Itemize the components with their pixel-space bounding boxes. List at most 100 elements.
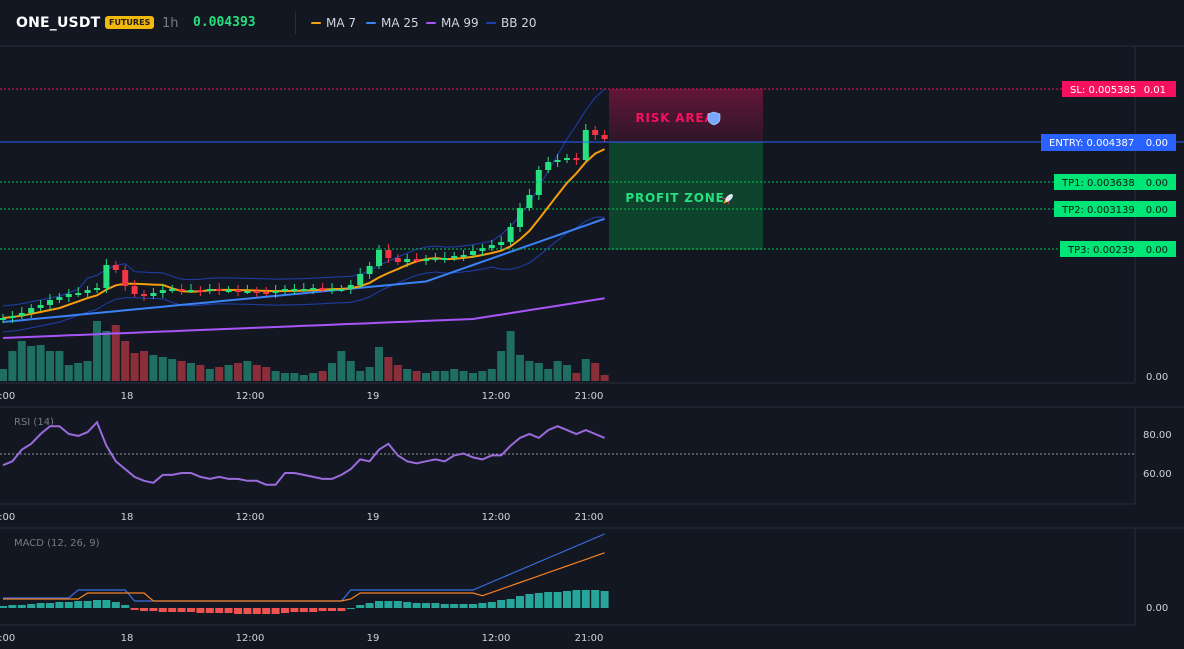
macd-hist-bar <box>177 608 186 612</box>
macd-hist-bar <box>187 608 195 612</box>
candle <box>545 157 552 173</box>
volume-bar <box>102 331 111 381</box>
macd-hist-bar <box>271 608 280 614</box>
candlesticks <box>0 124 608 323</box>
macd-hist-bar <box>299 608 308 612</box>
macd-hist-bar <box>102 600 111 608</box>
macd-hist-bar <box>365 603 374 608</box>
macd-histogram <box>0 590 609 614</box>
tp3-tag-text: TP3: 0.00239 <box>1067 245 1134 256</box>
macd-signal-line <box>3 552 605 602</box>
candle <box>159 284 166 298</box>
candle <box>300 283 307 292</box>
time-tick: 18 <box>121 391 134 402</box>
macd-hist-bar <box>149 608 158 611</box>
candle <box>479 244 486 256</box>
volume-bar <box>252 365 261 381</box>
volume-bar <box>544 369 553 381</box>
volume-bar <box>328 363 336 381</box>
candle <box>488 240 495 251</box>
candle <box>206 284 213 294</box>
volume-bar <box>581 359 590 381</box>
macd-hist-bar <box>544 592 553 608</box>
time-tick: 12:00 <box>482 512 511 523</box>
volume-bar <box>337 351 346 381</box>
macd-hist-bar <box>497 600 506 608</box>
time-tick: 19 <box>367 633 380 644</box>
legend-ma7[interactable]: MA 7 <box>311 16 356 30</box>
candle <box>507 223 514 245</box>
time-axis-macd[interactable]: 2:00 18 12:00 19 12:00 21:00 <box>0 633 603 644</box>
rsi-tick-80: 80.00 <box>1143 430 1172 441</box>
volume-bar <box>215 367 224 381</box>
candle <box>564 154 570 163</box>
volume-bar <box>393 365 402 381</box>
volume-bar <box>450 369 459 381</box>
macd-hist-bar <box>243 608 252 614</box>
time-axis-rsi[interactable]: 2:00 18 12:00 19 12:00 21:00 <box>0 512 603 523</box>
time-tick: 12:00 <box>482 391 511 402</box>
volume-bar <box>440 371 449 381</box>
macd-hist-bar <box>563 591 571 608</box>
macd-hist-bar <box>600 591 609 608</box>
volume-bar <box>506 331 515 381</box>
macd-hist-bar <box>93 600 101 608</box>
macd-hist-bar <box>55 602 64 608</box>
macd-hist-bar <box>252 608 261 614</box>
tp1-tag[interactable]: TP1: 0.003638 0.00 <box>1054 174 1176 190</box>
tp1-tag-pct: 0.00 <box>1146 178 1168 189</box>
volume-bar <box>534 363 543 381</box>
entry-tag[interactable]: ENTRY: 0.004387 0.00 <box>1041 134 1176 151</box>
macd-hist-bar <box>440 604 449 608</box>
volume-bar <box>158 357 167 381</box>
candle <box>423 255 429 265</box>
macd-hist-bar <box>158 608 167 612</box>
macd-hist-bar <box>506 599 515 608</box>
candle <box>150 288 157 299</box>
candle <box>498 236 505 250</box>
time-tick: 12:00 <box>236 512 265 523</box>
candle <box>0 314 6 323</box>
legend-bb20[interactable]: BB 20 <box>486 16 537 30</box>
candle <box>197 286 204 296</box>
timeframe-selector[interactable]: 1h <box>162 16 179 31</box>
macd-hist-bar <box>591 590 600 608</box>
macd-hist-bar <box>393 601 402 608</box>
candle <box>526 189 533 211</box>
time-tick: 2:00 <box>0 633 15 644</box>
volume-bar <box>111 325 120 381</box>
volume-bar <box>83 361 92 381</box>
sl-tag[interactable]: SL: 0.005385 0.01 <box>1062 81 1176 97</box>
candle <box>338 285 345 292</box>
rsi-title: RSI (14) <box>14 417 54 428</box>
legend-ma99[interactable]: MA 99 <box>426 16 479 30</box>
macd-hist-bar <box>346 608 355 609</box>
candle <box>517 203 523 232</box>
risk-area-zone <box>609 89 763 142</box>
legend-ma25[interactable]: MA 25 <box>366 16 419 30</box>
macd-hist-bar <box>534 593 543 608</box>
macd-tick-zero: 0.00 <box>1146 603 1168 614</box>
volume-bar <box>224 365 233 381</box>
macd-hist-bar <box>412 603 421 608</box>
candle <box>451 252 458 261</box>
time-axis-main[interactable]: 2:00 18 12:00 19 12:00 21:00 <box>0 391 603 402</box>
ma99-swatch-icon <box>426 22 436 24</box>
time-tick: 21:00 <box>575 633 604 644</box>
macd-hist-bar <box>83 601 92 608</box>
tp3-tag[interactable]: TP3: 0.00239 0.00 <box>1060 241 1176 257</box>
macd-hist-bar <box>196 608 205 613</box>
profit-zone-label: PROFIT ZONE <box>625 191 724 205</box>
macd-hist-bar <box>375 601 383 608</box>
volume-bar <box>356 371 365 381</box>
volume-bar <box>130 353 139 381</box>
candle <box>291 284 298 294</box>
volume-bar <box>46 351 54 381</box>
macd-hist-bar <box>224 608 233 613</box>
volume-bar <box>205 369 214 381</box>
time-tick: 12:00 <box>482 633 511 644</box>
candle <box>9 311 16 323</box>
symbol-name[interactable]: ONE_USDT <box>16 15 101 31</box>
tp2-tag[interactable]: TP2: 0.003139 0.00 <box>1054 201 1176 217</box>
